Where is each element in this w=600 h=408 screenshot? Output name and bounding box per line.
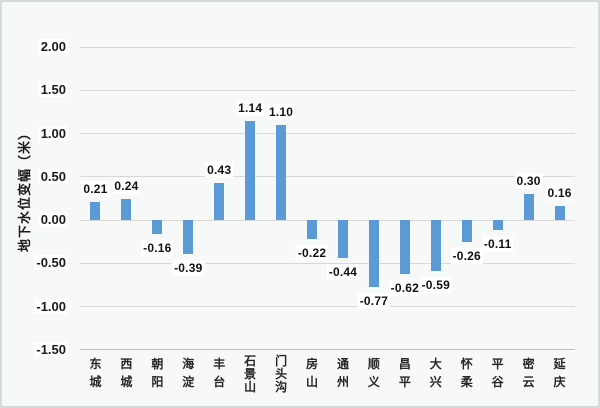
data-label: -0.26 — [450, 248, 483, 265]
bar — [461, 220, 472, 243]
data-label: 0.24 — [112, 178, 141, 195]
bar — [276, 124, 287, 220]
x-category-label: 密 云 — [522, 357, 535, 389]
x-category-label: 平 谷 — [491, 357, 504, 389]
gridline — [80, 89, 575, 91]
bar — [430, 220, 441, 272]
x-category-label: 门 头 沟 — [275, 354, 288, 394]
data-label: -0.16 — [141, 239, 174, 256]
bar — [368, 220, 379, 287]
bar — [307, 220, 318, 240]
x-category-label: 通 州 — [336, 357, 349, 389]
bar — [337, 220, 348, 259]
y-tick-label: 1.50 — [38, 82, 68, 98]
x-category-label: 大 兴 — [429, 357, 442, 389]
x-category-label: 海 淀 — [182, 357, 195, 389]
y-tick-label: 1.00 — [38, 125, 68, 141]
gridline — [80, 176, 575, 178]
x-category-label: 石 景 山 — [244, 354, 257, 394]
data-label: 0.30 — [514, 173, 543, 190]
y-tick-label: -1.00 — [34, 298, 68, 314]
x-axis-line — [80, 349, 575, 351]
data-label: -0.44 — [326, 264, 360, 281]
gridline — [80, 262, 575, 264]
x-category-label: 顺 义 — [367, 357, 380, 389]
bar — [245, 121, 256, 220]
y-tick-label: -1.50 — [34, 341, 68, 357]
data-label: 1.14 — [236, 100, 265, 117]
y-tick-label: -0.50 — [34, 255, 68, 271]
data-label: 1.10 — [267, 103, 296, 120]
data-label: -0.59 — [419, 277, 452, 294]
y-tick-label: 0.00 — [38, 212, 68, 227]
data-label: -0.62 — [388, 279, 422, 296]
bar — [183, 220, 194, 254]
bar — [152, 220, 163, 234]
bar — [121, 199, 132, 220]
x-category-label: 怀 柔 — [460, 357, 473, 389]
gridline — [80, 219, 575, 221]
gridline — [80, 133, 575, 134]
y-tick-label: 2.00 — [38, 39, 68, 54]
data-label: -0.77 — [357, 292, 391, 309]
x-category-label: 朝 阳 — [151, 357, 164, 389]
data-label: 0.43 — [205, 161, 234, 178]
bar — [90, 201, 101, 220]
y-tick-label: 0.50 — [38, 168, 68, 184]
data-label: -0.39 — [172, 259, 205, 276]
gridline — [80, 306, 575, 307]
gridline — [80, 46, 575, 48]
data-label: 0.21 — [81, 180, 110, 197]
x-category-label: 房 山 — [306, 357, 319, 389]
x-category-label: 延 庆 — [553, 357, 566, 389]
data-label: 0.16 — [545, 185, 574, 202]
data-label: -0.11 — [481, 235, 514, 252]
x-category-label: 昌 平 — [398, 357, 411, 389]
bar — [214, 182, 225, 220]
bar — [523, 194, 534, 220]
x-category-label: 西 城 — [120, 357, 133, 389]
x-category-label: 东 城 — [89, 357, 102, 389]
bar — [554, 206, 565, 220]
data-label: -0.22 — [295, 245, 329, 262]
x-category-label: 丰 台 — [213, 357, 226, 389]
bar — [399, 220, 410, 274]
bar — [492, 220, 503, 230]
